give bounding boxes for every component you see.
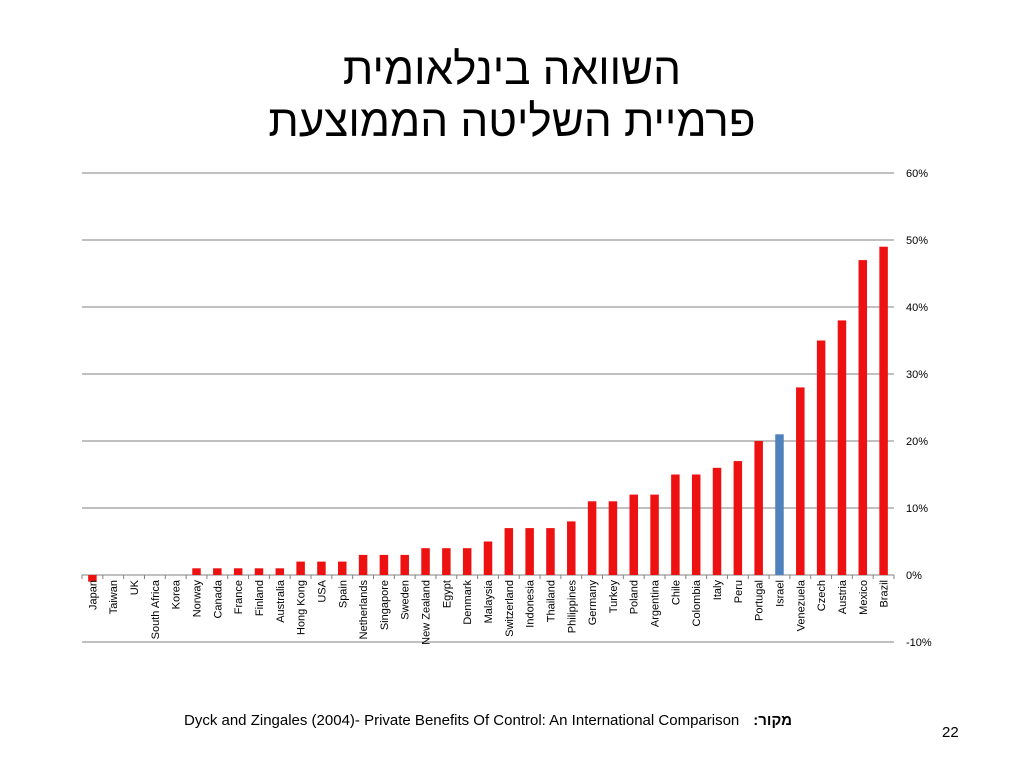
x-tick-label: Australia bbox=[275, 579, 287, 623]
bar bbox=[400, 554, 409, 575]
x-tick-label: Portugal bbox=[754, 580, 766, 621]
bar bbox=[733, 461, 743, 575]
x-tick-label: Malaysia bbox=[483, 579, 495, 623]
bar bbox=[504, 528, 514, 575]
x-tick-label: Colombia bbox=[691, 579, 703, 626]
x-tick-label: Turkey bbox=[608, 580, 620, 614]
y-tick-label: 20% bbox=[906, 436, 928, 448]
y-tick-label: 10% bbox=[906, 503, 928, 515]
y-tick-label: 50% bbox=[906, 235, 928, 247]
x-tick-label: Taiwan bbox=[108, 580, 120, 614]
bar bbox=[421, 548, 430, 575]
x-tick-label: Brazil bbox=[879, 580, 891, 608]
x-tick-label: UK bbox=[129, 579, 141, 595]
x-tick-label: Norway bbox=[192, 580, 204, 618]
title-line-1: השוואה בינלאומית bbox=[342, 45, 682, 94]
bar bbox=[213, 568, 222, 575]
bar bbox=[671, 474, 680, 575]
chart-category-labels: Japan Taiwan UK South Africa Korea Norway Cana… bbox=[87, 579, 890, 645]
source-label: מקור: bbox=[753, 712, 792, 729]
bar bbox=[233, 568, 243, 575]
bar bbox=[858, 260, 868, 575]
bar bbox=[650, 494, 659, 575]
page-number: 22 bbox=[942, 724, 959, 741]
bar bbox=[567, 521, 576, 575]
bar bbox=[837, 320, 847, 575]
x-tick-label: France bbox=[233, 580, 245, 614]
x-tick-label: Netherlands bbox=[358, 580, 370, 640]
x-tick-label: South Africa bbox=[150, 579, 162, 639]
x-tick-label: Denmark bbox=[462, 580, 474, 625]
bar bbox=[525, 528, 534, 575]
bar bbox=[88, 575, 97, 582]
x-tick-label: Chile bbox=[670, 580, 682, 605]
x-tick-label: Singapore bbox=[379, 580, 391, 630]
bar bbox=[712, 467, 722, 575]
x-tick-label: New Zealand bbox=[421, 580, 433, 645]
source-text: Dyck and Zingales (2004)- Private Benefi… bbox=[184, 712, 740, 729]
bar bbox=[816, 340, 826, 575]
bar bbox=[691, 474, 701, 575]
bar bbox=[379, 554, 389, 575]
x-tick-label: Spain bbox=[337, 580, 349, 608]
x-tick-label: Switzerland bbox=[504, 580, 516, 637]
y-tick-label: 0% bbox=[906, 570, 922, 582]
x-tick-label: Israel bbox=[774, 580, 786, 607]
x-tick-label: Argentina bbox=[650, 579, 662, 627]
bar bbox=[775, 434, 784, 575]
x-tick-label: Thailand bbox=[545, 580, 557, 622]
title-line-2: פרמיית השליטה הממוצעת bbox=[268, 97, 756, 146]
x-tick-label: Korea bbox=[171, 579, 183, 609]
bar bbox=[192, 568, 201, 575]
bar bbox=[629, 494, 638, 575]
bar bbox=[462, 548, 472, 575]
y-tick-label: 30% bbox=[906, 369, 928, 381]
x-tick-label: Venezuela bbox=[795, 579, 807, 631]
bar bbox=[546, 528, 555, 575]
x-tick-label: Canada bbox=[212, 579, 224, 618]
x-tick-label: Peru bbox=[733, 580, 745, 603]
bar bbox=[275, 568, 285, 575]
source-citation: Dyck and Zingales (2004)- Private Benefi… bbox=[184, 712, 792, 729]
bar bbox=[879, 246, 888, 575]
x-tick-label: Finland bbox=[254, 580, 266, 616]
bar bbox=[483, 541, 493, 575]
x-tick-label: Hong Kong bbox=[296, 580, 308, 635]
bar bbox=[754, 441, 763, 575]
bar bbox=[358, 554, 368, 575]
x-tick-label: Japan bbox=[87, 580, 99, 610]
chart-bars bbox=[88, 246, 888, 582]
bar bbox=[254, 568, 264, 575]
bar bbox=[587, 501, 597, 575]
x-tick-label: Indonesia bbox=[525, 579, 537, 628]
bar bbox=[338, 561, 347, 575]
x-tick-label: Poland bbox=[629, 580, 641, 614]
bar bbox=[608, 501, 618, 575]
x-tick-label: Czech bbox=[816, 580, 828, 611]
bar bbox=[296, 561, 305, 575]
x-tick-label: USA bbox=[316, 579, 328, 602]
x-tick-label: Sweden bbox=[400, 580, 412, 620]
x-tick-label: Mexico bbox=[858, 580, 870, 615]
slide-title: השוואה בינלאומית פרמיית השליטה הממוצעת bbox=[0, 44, 1024, 148]
y-tick-label: 40% bbox=[906, 302, 928, 314]
bar bbox=[796, 387, 805, 575]
x-tick-label: Italy bbox=[712, 580, 724, 601]
y-tick-label: -10% bbox=[906, 637, 932, 649]
y-tick-label: 60% bbox=[906, 168, 928, 180]
bar bbox=[442, 548, 451, 575]
x-tick-label: Egypt bbox=[441, 580, 453, 608]
x-tick-label: Austria bbox=[837, 579, 849, 614]
chart-y-tick-labels: 60% 50% 40% 30% 20% 10% 0% -10% bbox=[906, 168, 932, 649]
x-tick-label: Philippines bbox=[566, 580, 578, 634]
x-tick-label: Germany bbox=[587, 580, 599, 626]
bar bbox=[317, 561, 326, 575]
